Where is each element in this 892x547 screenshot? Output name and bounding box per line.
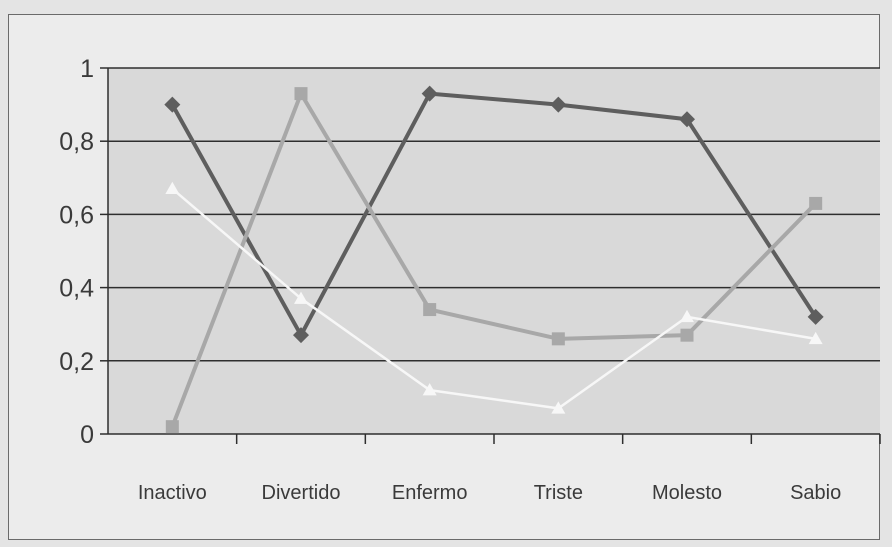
y-tick-label: 0,4 bbox=[59, 275, 94, 303]
x-tick-label: Inactivo bbox=[138, 482, 207, 504]
data-point bbox=[164, 96, 181, 113]
data-point bbox=[807, 308, 824, 325]
x-tick-label: Sabio bbox=[790, 482, 841, 504]
data-point bbox=[551, 332, 565, 346]
series-layer bbox=[164, 85, 824, 434]
gridlines bbox=[108, 67, 880, 362]
data-point bbox=[423, 303, 437, 317]
y-tick-label: 0,8 bbox=[59, 128, 94, 156]
data-point bbox=[165, 420, 179, 434]
data-point bbox=[551, 401, 566, 414]
x-tick-label: Divertido bbox=[262, 482, 341, 504]
y-tick-label: 0 bbox=[80, 421, 94, 449]
tick-labels: 0 0,2 0,4 0,6 0,8 1 Inactivo Divertido Enfermo Tr… bbox=[59, 55, 841, 504]
plot-area-background bbox=[108, 68, 880, 434]
data-point bbox=[421, 85, 438, 102]
series-line bbox=[170, 91, 818, 338]
data-point bbox=[808, 331, 823, 345]
data-point bbox=[294, 87, 308, 101]
data-point bbox=[165, 181, 180, 195]
axes bbox=[100, 67, 881, 444]
series-line bbox=[170, 91, 818, 428]
data-point bbox=[809, 196, 823, 210]
x-tick-label: Triste bbox=[534, 482, 583, 504]
y-tick-label: 0,2 bbox=[59, 348, 94, 376]
y-tick-label: 0,6 bbox=[59, 201, 94, 229]
data-point bbox=[680, 309, 694, 323]
x-tick-label: Molesto bbox=[652, 482, 722, 504]
data-point bbox=[422, 383, 437, 396]
data-point bbox=[680, 328, 694, 342]
series-line bbox=[171, 187, 816, 410]
y-tick-label: 1 bbox=[80, 55, 94, 83]
data-point bbox=[294, 291, 308, 304]
data-point bbox=[550, 96, 567, 113]
data-point bbox=[293, 327, 309, 344]
x-tick-label: Enfermo bbox=[392, 482, 468, 504]
data-point bbox=[679, 111, 695, 128]
